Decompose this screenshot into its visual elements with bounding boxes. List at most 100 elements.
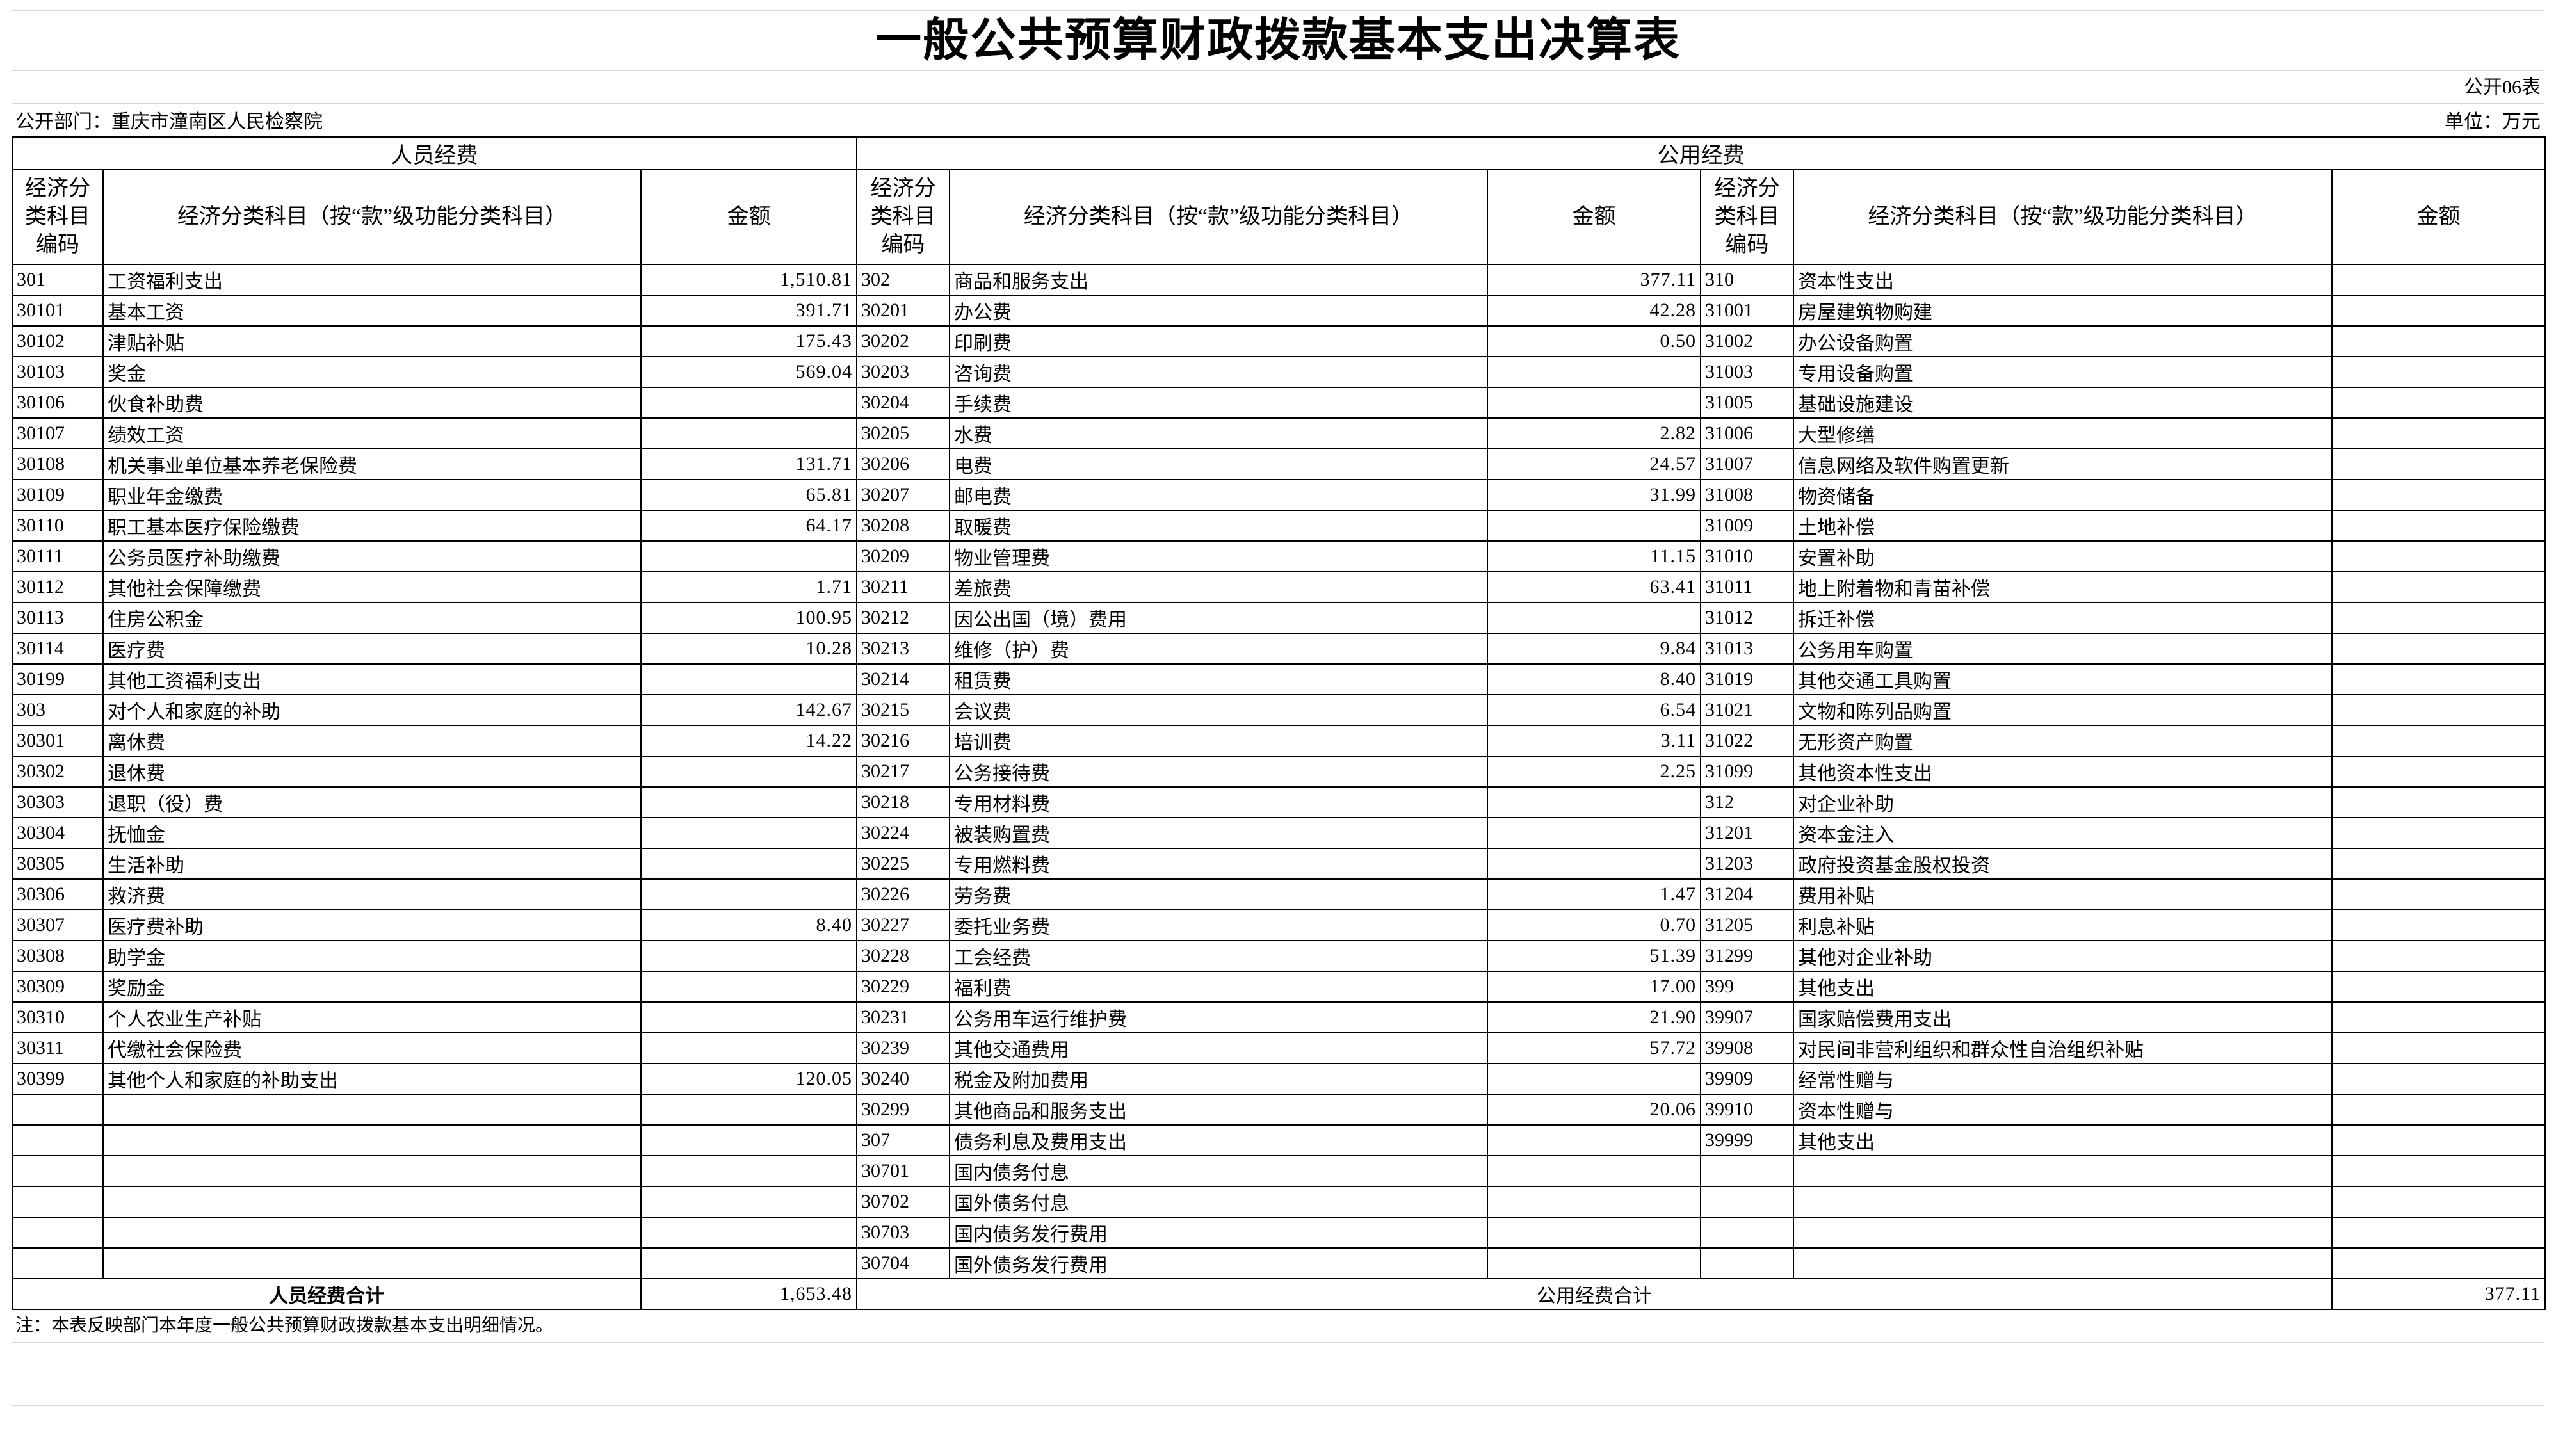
public-capital-code-cell: 310 bbox=[1700, 264, 1794, 296]
public-goods-code-cell: 30299 bbox=[856, 1094, 950, 1126]
public-goods-code-cell: 30227 bbox=[856, 909, 950, 941]
public-capital-amount-cell bbox=[2331, 848, 2546, 880]
public-goods-name-cell: 国外债务付息 bbox=[949, 1186, 1488, 1218]
public-capital-amount-cell bbox=[2331, 1032, 2546, 1064]
personnel-amount-cell: 391.71 bbox=[640, 295, 857, 327]
table-row: 30103 奖金 569.04 30203 咨询费 31003 专用设备购置 bbox=[12, 356, 2546, 388]
personnel-name-cell: 奖励金 bbox=[102, 971, 642, 1003]
public-goods-name-cell: 商品和服务支出 bbox=[949, 264, 1488, 296]
personnel-code-cell: 30106 bbox=[12, 387, 104, 419]
public-goods-code-cell: 30702 bbox=[856, 1186, 950, 1218]
personnel-code-cell: 30303 bbox=[12, 786, 104, 818]
personnel-code-cell: 30399 bbox=[12, 1063, 104, 1095]
personnel-name-cell: 公务员医疗补助缴费 bbox=[102, 540, 642, 572]
public-goods-amount-cell bbox=[1487, 817, 1701, 849]
total-row: 人员经费合计 1,653.48 公用经费合计 377.11 bbox=[12, 1278, 2546, 1310]
public-capital-code-cell: 31013 bbox=[1700, 633, 1794, 665]
table-row: 30311 代缴社会保险费 30239 其他交通费用 57.72 39908 对民间非营利组… bbox=[12, 1032, 2546, 1064]
personnel-name-cell bbox=[102, 1124, 642, 1156]
public-capital-code-cell: 31001 bbox=[1700, 295, 1794, 327]
public-goods-name-cell: 劳务费 bbox=[949, 878, 1488, 910]
personnel-name-cell: 职业年金缴费 bbox=[102, 479, 642, 511]
personnel-code-cell bbox=[12, 1094, 104, 1126]
public-capital-amount-cell bbox=[2331, 1186, 2546, 1218]
public-goods-code-cell: 30202 bbox=[856, 325, 950, 357]
personnel-amount-cell: 100.95 bbox=[640, 602, 857, 634]
table-row: 30701 国内债务付息 bbox=[12, 1155, 2546, 1187]
personnel-amount-cell bbox=[640, 1247, 857, 1279]
table-row: 30307 医疗费补助 8.40 30227 委托业务费 0.70 31205 利息补贴 bbox=[12, 909, 2546, 941]
public-capital-amount-cell bbox=[2331, 1155, 2546, 1187]
personnel-amount-cell bbox=[640, 848, 857, 880]
public-capital-name-cell: 大型修缮 bbox=[1793, 417, 2333, 449]
public-capital-name-cell: 无形资产购置 bbox=[1793, 725, 2333, 757]
public-goods-name-cell: 水费 bbox=[949, 417, 1488, 449]
personnel-code-cell: 30102 bbox=[12, 325, 104, 357]
public-goods-amount-cell bbox=[1487, 356, 1701, 388]
public-capital-name-cell bbox=[1793, 1155, 2333, 1187]
personnel-amount-cell bbox=[640, 540, 857, 572]
personnel-code-cell: 30113 bbox=[12, 602, 104, 634]
public-capital-name-cell: 文物和陈列品购置 bbox=[1793, 694, 2333, 726]
public-capital-amount-cell bbox=[2331, 295, 2546, 327]
table-row: 30399 其他个人和家庭的补助支出 120.05 30240 税金及附加费用 39909… bbox=[12, 1063, 2546, 1095]
public-goods-code-cell: 30226 bbox=[856, 878, 950, 910]
personnel-name-cell bbox=[102, 1217, 642, 1249]
public-capital-name-cell: 资本金注入 bbox=[1793, 817, 2333, 849]
header-code: 经济分类科目编码 bbox=[1700, 169, 1794, 265]
public-capital-amount-cell bbox=[2331, 909, 2546, 941]
public-goods-amount-cell: 42.28 bbox=[1487, 295, 1701, 327]
personnel-code-cell: 30108 bbox=[12, 448, 104, 480]
personnel-name-cell: 住房公积金 bbox=[102, 602, 642, 634]
personnel-code-cell: 30307 bbox=[12, 909, 104, 941]
public-capital-amount-cell bbox=[2331, 878, 2546, 910]
public-capital-name-cell: 资本性赠与 bbox=[1793, 1094, 2333, 1126]
public-goods-name-cell: 物业管理费 bbox=[949, 540, 1488, 572]
public-capital-amount-cell bbox=[2331, 971, 2546, 1003]
public-capital-name-cell: 拆迁补偿 bbox=[1793, 602, 2333, 634]
personnel-name-cell bbox=[102, 1094, 642, 1126]
personnel-amount-cell bbox=[640, 786, 857, 818]
public-capital-code-cell: 31021 bbox=[1700, 694, 1794, 726]
table-row: 30306 救济费 30226 劳务费 1.47 31204 费用补贴 bbox=[12, 878, 2546, 910]
public-capital-code-cell: 312 bbox=[1700, 786, 1794, 818]
personnel-amount-cell bbox=[640, 1001, 857, 1033]
table-row: 30199 其他工资福利支出 30214 租赁费 8.40 31019 其他交通工具购置 bbox=[12, 663, 2546, 695]
public-capital-amount-cell bbox=[2331, 817, 2546, 849]
table-row: 30309 奖励金 30229 福利费 17.00 399 其他支出 bbox=[12, 971, 2546, 1003]
table-row: 307 债务利息及费用支出 39999 其他支出 bbox=[12, 1124, 2546, 1156]
public-capital-name-cell: 安置补助 bbox=[1793, 540, 2333, 572]
personnel-name-cell: 医疗费补助 bbox=[102, 909, 642, 941]
public-capital-name-cell: 其他支出 bbox=[1793, 971, 2333, 1003]
public-capital-code-cell: 399 bbox=[1700, 971, 1794, 1003]
table-row: 30107 绩效工资 30205 水费 2.82 31006 大型修缮 bbox=[12, 417, 2546, 449]
expenditure-table: 人员经费 公用经费 经济分类科目编码 经济分类科目（按“款”级功能分类科目） 金… bbox=[12, 136, 2546, 1310]
public-goods-code-cell: 30206 bbox=[856, 448, 950, 480]
public-goods-code-cell: 30231 bbox=[856, 1001, 950, 1033]
table-row: 301 工资福利支出 1,510.81 302 商品和服务支出 377.11 310 资本性支… bbox=[12, 264, 2546, 296]
public-capital-code-cell: 31002 bbox=[1700, 325, 1794, 357]
public-total-amount: 377.11 bbox=[2331, 1278, 2546, 1310]
personnel-amount-cell bbox=[640, 817, 857, 849]
public-goods-amount-cell bbox=[1487, 1155, 1701, 1187]
personnel-name-cell: 基本工资 bbox=[102, 295, 642, 327]
table-row: 30305 生活补助 30225 专用燃料费 31203 政府投资基金股权投资 bbox=[12, 848, 2546, 880]
public-capital-name-cell: 专用设备购置 bbox=[1793, 356, 2333, 388]
public-goods-name-cell: 其他商品和服务支出 bbox=[949, 1094, 1488, 1126]
public-capital-name-cell: 对民间非营利组织和群众性自治组织补贴 bbox=[1793, 1032, 2333, 1064]
public-capital-code-cell: 31019 bbox=[1700, 663, 1794, 695]
department-label: 公开部门：重庆市潼南区人民检察院 bbox=[15, 111, 323, 133]
public-goods-amount-cell: 377.11 bbox=[1487, 264, 1701, 296]
personnel-code-cell: 30305 bbox=[12, 848, 104, 880]
public-goods-amount-cell bbox=[1487, 1217, 1701, 1249]
table-row: 30113 住房公积金 100.95 30212 因公出国（境）费用 31012 拆迁补偿 bbox=[12, 602, 2546, 634]
public-capital-name-cell: 资本性支出 bbox=[1793, 264, 2333, 296]
public-goods-name-cell: 租赁费 bbox=[949, 663, 1488, 695]
personnel-code-cell: 30101 bbox=[12, 295, 104, 327]
public-goods-name-cell: 委托业务费 bbox=[949, 909, 1488, 941]
public-goods-amount-cell bbox=[1487, 1063, 1701, 1095]
section-personnel: 人员经费 bbox=[12, 136, 857, 170]
table-row: 30111 公务员医疗补助缴费 30209 物业管理费 11.15 31010 安置补助 bbox=[12, 540, 2546, 572]
public-capital-name-cell: 物资储备 bbox=[1793, 479, 2333, 511]
header-name: 经济分类科目（按“款”级功能分类科目） bbox=[1793, 169, 2333, 265]
